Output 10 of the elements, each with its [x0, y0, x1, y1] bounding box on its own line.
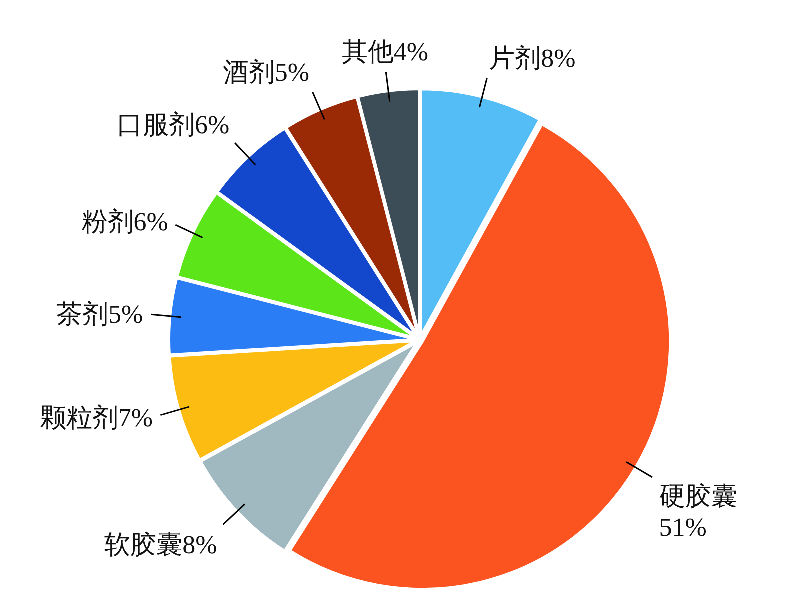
slice-label: 口服剂6%	[117, 110, 230, 140]
slice-label: 粉剂6%	[82, 208, 168, 237]
slice-label: 其他4%	[342, 37, 428, 66]
slice-label: 酒剂5%	[222, 58, 310, 87]
slice-label: 颗粒剂7%	[40, 404, 154, 433]
slice-label: 片剂8%	[489, 44, 576, 73]
data-label: 51%	[659, 513, 707, 542]
slice-label: 茶剂5%	[56, 300, 144, 329]
slice-label: 软胶囊8%	[104, 530, 218, 560]
slice-label: 硬胶囊	[659, 482, 738, 511]
